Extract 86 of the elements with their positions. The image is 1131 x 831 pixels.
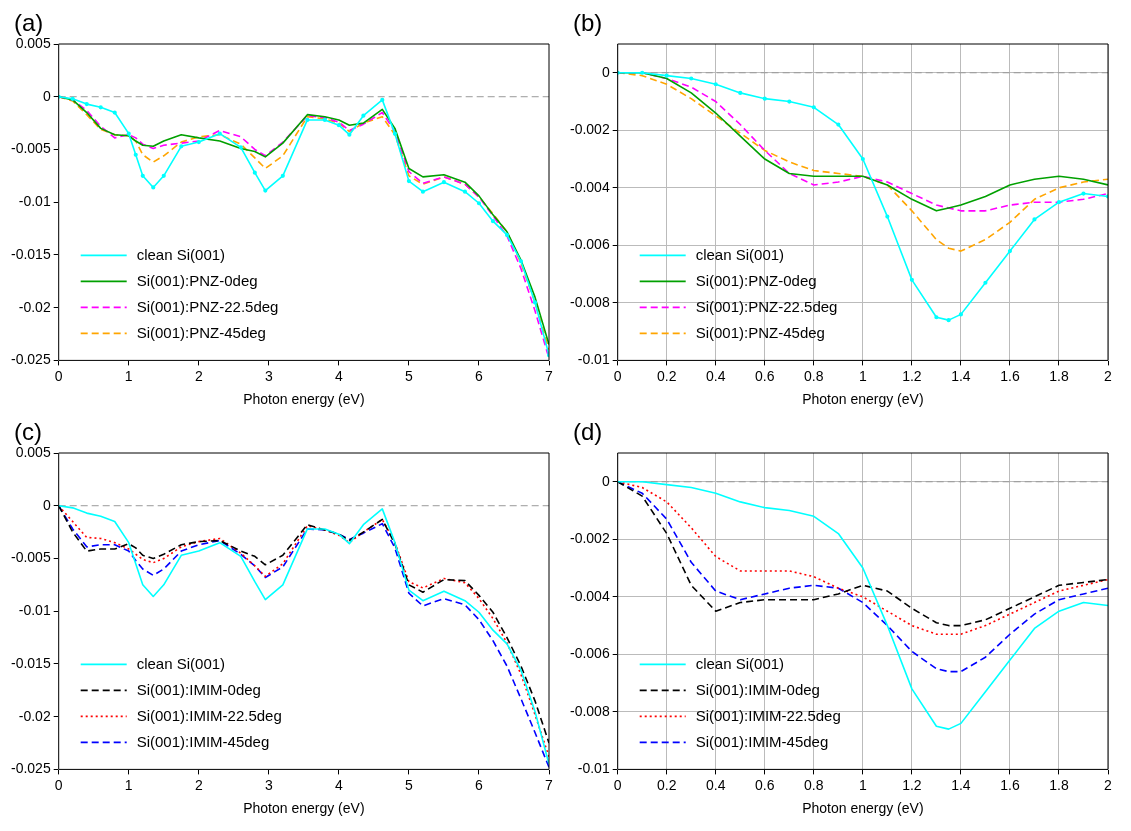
legend-label: Si(001):PNZ-45deg: [695, 323, 825, 341]
x-tick-label: 0.2: [656, 367, 677, 384]
legend-label: Si(001):IMIM-45deg: [136, 732, 270, 750]
y-tick-label: -0.002: [569, 121, 610, 138]
x-tick-label: 0: [613, 776, 622, 793]
y-tick-label: -0.01: [18, 193, 51, 210]
x-tick-label: 0.4: [706, 776, 726, 793]
x-tick-label: 7: [545, 776, 554, 793]
legend-label: Si(001):PNZ-22.5deg: [136, 297, 279, 315]
y-tick-label: -0.015: [10, 654, 51, 671]
y-tick-label: -0.005: [10, 140, 51, 157]
legend-label: clean Si(001): [695, 245, 785, 263]
x-tick-label: 0.8: [804, 367, 824, 384]
text: (a): [14, 8, 44, 36]
x-tick-label: 2: [1104, 776, 1113, 793]
x-tick-label: 4: [334, 367, 343, 384]
legend-label: Si(001):PNZ-45deg: [136, 323, 266, 341]
x-tick-label: 0.8: [804, 776, 824, 793]
legend-label: clean Si(001): [695, 654, 785, 672]
y-tick-label: -0.004: [569, 178, 610, 195]
x-tick-label: 7: [545, 367, 554, 384]
x-tick-label: 1.4: [951, 776, 971, 793]
text: (d): [573, 417, 603, 445]
x-tick-label: 2: [1104, 367, 1113, 384]
x-tick-label: 0.6: [755, 776, 775, 793]
x-tick-label: 0.6: [755, 367, 775, 384]
x-tick-label: 1.6: [1000, 776, 1020, 793]
legend-label: Si(001):IMIM-22.5deg: [695, 706, 841, 724]
legend-label: clean Si(001): [136, 654, 226, 672]
text: (b): [573, 8, 603, 36]
x-tick-label: 1.2: [902, 367, 922, 384]
y-tick-label: -0.002: [569, 530, 610, 547]
x-tick-label: 4: [334, 776, 343, 793]
x-tick-label: 1.6: [1000, 367, 1020, 384]
x-tick-label: 0.4: [706, 367, 726, 384]
x-axis-title: Photon energy (eV): [802, 391, 924, 408]
y-tick-label: -0.01: [577, 351, 610, 368]
x-tick-label: 1.8: [1049, 367, 1069, 384]
x-tick-label: 2: [194, 367, 203, 384]
x-axis-title: Photon energy (eV): [802, 800, 924, 817]
x-tick-label: 1: [124, 367, 133, 384]
y-tick-label: -0.01: [577, 760, 610, 777]
x-tick-label: 3: [264, 776, 273, 793]
legend-label: Si(001):IMIM-0deg: [136, 680, 261, 698]
y-tick-label: 0: [42, 87, 51, 104]
x-tick-label: 6: [475, 367, 484, 384]
legend-label: Si(001):IMIM-22.5deg: [136, 706, 282, 724]
y-tick-label: -0.015: [10, 245, 51, 262]
x-axis-title: Photon energy (eV): [243, 391, 365, 408]
legend-label: Si(001):PNZ-0deg: [695, 271, 817, 289]
legend-label: Si(001):PNZ-22.5deg: [695, 297, 838, 315]
x-tick-label: 0: [613, 367, 622, 384]
legend-label: Si(001):IMIM-45deg: [695, 732, 829, 750]
y-tick-label: -0.01: [18, 602, 51, 619]
y-tick-label: -0.006: [569, 236, 610, 253]
x-tick-label: 0.2: [656, 776, 677, 793]
legend-label: clean Si(001): [136, 245, 226, 263]
y-tick-label: -0.025: [10, 351, 51, 368]
legend-label: Si(001):IMIM-0deg: [695, 680, 820, 698]
y-tick-label: -0.02: [18, 707, 51, 724]
x-tick-label: 1.4: [951, 367, 971, 384]
x-tick-label: 1.8: [1049, 776, 1069, 793]
x-tick-label: 1: [858, 367, 867, 384]
x-tick-label: 0: [54, 367, 63, 384]
x-tick-label: 1.2: [902, 776, 922, 793]
x-tick-label: 0: [54, 776, 63, 793]
y-tick-label: 0: [601, 63, 610, 80]
y-tick-label: 0: [42, 496, 51, 513]
x-axis-title: Photon energy (eV): [243, 800, 365, 817]
y-tick-label: -0.02: [18, 298, 51, 315]
x-tick-label: 1: [858, 776, 867, 793]
y-tick-label: -0.006: [569, 645, 610, 662]
x-tick-label: 5: [405, 776, 414, 793]
x-tick-label: 1: [124, 776, 133, 793]
x-tick-label: 2: [194, 776, 203, 793]
y-tick-label: -0.008: [569, 702, 610, 719]
legend-label: Si(001):PNZ-0deg: [136, 271, 258, 289]
y-tick-label: -0.004: [569, 587, 610, 604]
x-tick-label: 3: [264, 367, 273, 384]
y-tick-label: -0.008: [569, 293, 610, 310]
text: (c): [14, 417, 42, 445]
x-tick-label: 6: [475, 776, 484, 793]
y-tick-label: -0.025: [10, 760, 51, 777]
x-tick-label: 5: [405, 367, 414, 384]
y-tick-label: -0.005: [10, 549, 51, 566]
y-tick-label: 0: [601, 472, 610, 489]
